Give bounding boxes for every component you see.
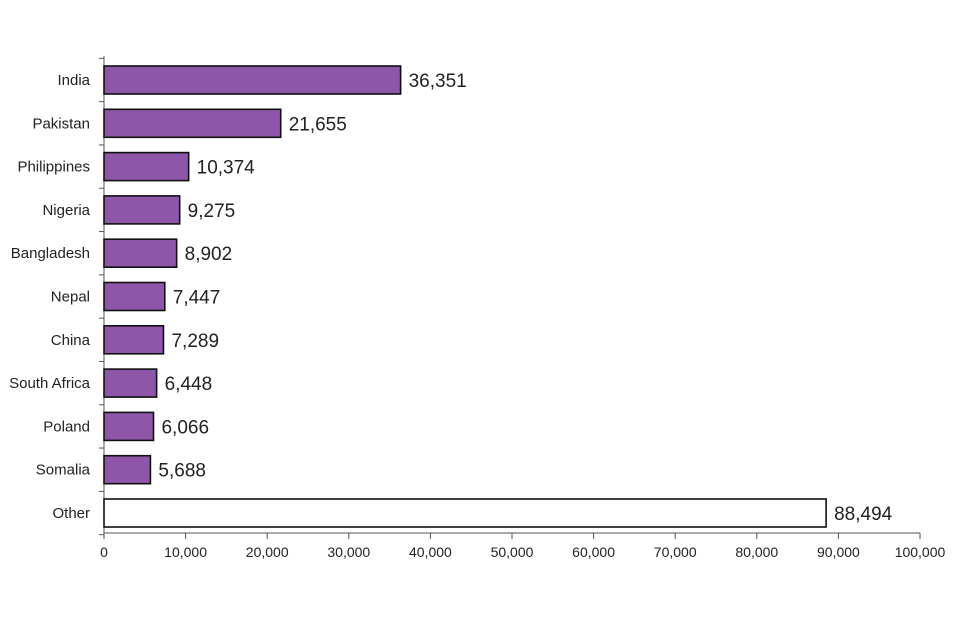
x-tick-label: 90,000	[817, 544, 860, 560]
x-tick-label: 40,000	[409, 544, 452, 560]
category-label-south-africa: South Africa	[9, 375, 91, 392]
category-label-nigeria: Nigeria	[42, 202, 90, 219]
category-label-other: Other	[52, 505, 90, 522]
bar-pakistan	[103, 108, 282, 139]
category-label-china: China	[51, 332, 91, 349]
x-tick-label: 70,000	[654, 544, 697, 560]
value-label-philippines: 10,374	[197, 158, 256, 179]
bar-other	[103, 498, 827, 528]
category-label-philippines: Philippines	[17, 159, 90, 176]
x-tick-label: 10,000	[164, 544, 207, 560]
value-label-india: 36,351	[409, 71, 467, 92]
bar-poland	[103, 411, 155, 442]
value-label-somalia: 5,688	[158, 461, 206, 482]
x-tick-label: 20,000	[246, 544, 289, 560]
value-label-other: 88,494	[834, 504, 893, 525]
value-label-pakistan: 21,655	[289, 114, 347, 135]
category-label-poland: Poland	[43, 418, 90, 435]
bar-philippines	[103, 151, 190, 182]
value-label-bangladesh: 8,902	[185, 244, 233, 265]
category-label-india: India	[57, 72, 90, 89]
x-tick-label: 100,000	[895, 544, 946, 560]
category-label-nepal: Nepal	[51, 289, 90, 306]
bar-china	[103, 324, 165, 355]
value-label-south-africa: 6,448	[165, 374, 213, 395]
x-tick-label: 50,000	[491, 544, 534, 560]
bar-bangladesh	[103, 238, 178, 268]
bar-south-africa	[103, 368, 158, 398]
bar-nigeria	[103, 195, 181, 225]
value-label-nigeria: 9,275	[188, 201, 236, 222]
bar-india	[103, 65, 402, 95]
x-tick-label: 80,000	[735, 544, 778, 560]
x-tick-label: 60,000	[572, 544, 615, 560]
value-label-china: 7,289	[171, 331, 219, 352]
bar-nepal	[103, 281, 166, 312]
x-tick-label: 30,000	[327, 544, 370, 560]
value-label-poland: 6,066	[161, 417, 209, 438]
value-label-nepal: 7,447	[173, 288, 221, 309]
bar-somalia	[103, 454, 152, 485]
x-tick-label: 0	[100, 544, 108, 560]
category-label-bangladesh: Bangladesh	[11, 245, 90, 262]
category-label-pakistan: Pakistan	[32, 115, 90, 132]
category-label-somalia: Somalia	[36, 462, 91, 479]
